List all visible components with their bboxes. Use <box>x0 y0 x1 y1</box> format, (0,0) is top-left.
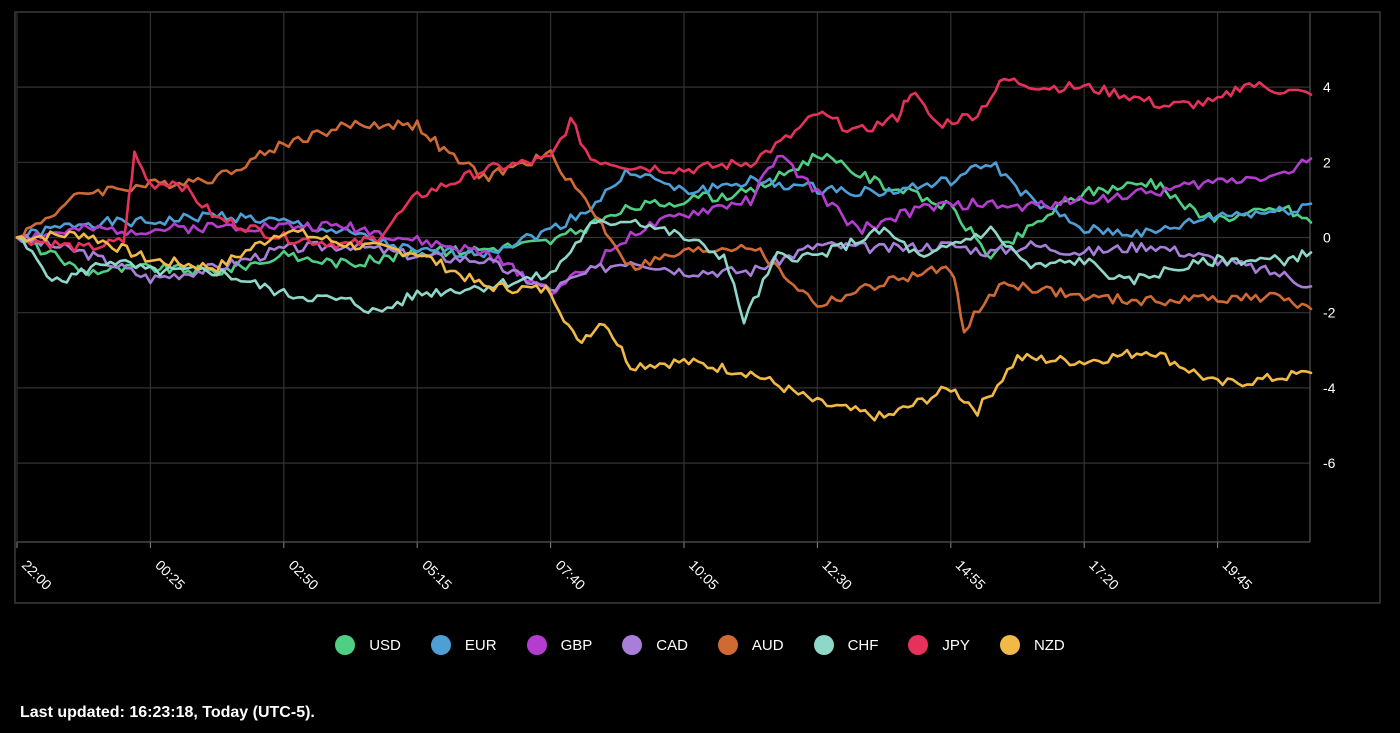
legend-item-jpy[interactable]: JPY <box>908 635 970 655</box>
series-line-aud <box>15 119 1313 334</box>
series-line-chf <box>15 218 1313 325</box>
x-tick-label: 00:25 <box>152 557 188 593</box>
legend-dot-usd <box>335 635 356 655</box>
x-tick-label: 19:45 <box>1219 557 1255 593</box>
legend-label: EUR <box>464 636 497 654</box>
legend-item-usd[interactable]: USD <box>335 635 401 655</box>
legend-dot-eur <box>430 635 451 655</box>
legend-item-gbp[interactable]: GBP <box>526 635 593 655</box>
legend-item-chf[interactable]: CHF <box>813 635 879 655</box>
chart-legend: USD EUR GBP CAD AUD CHF JPY NZD <box>0 635 1400 655</box>
legend-label: NZD <box>1033 636 1065 654</box>
legend-label: CHF <box>847 636 879 654</box>
series-line-jpy <box>15 77 1313 253</box>
x-tick-label: 12:30 <box>819 557 855 593</box>
last-updated-text: Last updated: 16:23:18, Today (UTC-5). <box>20 704 315 721</box>
legend-item-aud[interactable]: AUD <box>717 635 784 655</box>
y-tick-label: -4 <box>1323 380 1336 396</box>
legend-dot-gbp <box>526 635 547 655</box>
currency-strength-chart: 4 2 0 -2 -4 -6 22:00 00:25 02:50 05:15 07:40 10:05 1… <box>14 11 1381 604</box>
y-tick-label: 0 <box>1323 230 1331 246</box>
y-tick-label: -6 <box>1323 455 1336 471</box>
legend-label: CAD <box>656 636 688 654</box>
x-tick-label: 14:55 <box>953 557 989 593</box>
legend-item-eur[interactable]: EUR <box>430 635 497 655</box>
x-tick-label: 22:00 <box>19 557 55 593</box>
x-tick-label: 02:50 <box>286 557 322 593</box>
legend-dot-aud <box>717 635 738 655</box>
series-line-gbp <box>15 154 1313 296</box>
legend-label: AUD <box>751 636 784 654</box>
y-tick-label: -2 <box>1323 305 1336 321</box>
y-tick-label: 2 <box>1323 154 1331 170</box>
y-tick-label: 4 <box>1323 79 1331 95</box>
legend-item-nzd[interactable]: NZD <box>999 635 1065 655</box>
series-line-cad <box>15 233 1313 292</box>
series-line-usd <box>15 152 1313 277</box>
legend-label: GBP <box>560 636 593 654</box>
series-line-nzd <box>15 228 1313 422</box>
series-line-eur <box>15 161 1313 259</box>
legend-dot-cad <box>622 635 643 655</box>
chart-frame <box>14 11 1381 604</box>
legend-label: USD <box>369 636 401 654</box>
x-tick-label: 07:40 <box>552 557 588 593</box>
legend-label: JPY <box>942 636 970 654</box>
legend-item-cad[interactable]: CAD <box>622 635 688 655</box>
legend-dot-nzd <box>999 635 1020 655</box>
x-tick-label: 17:20 <box>1086 557 1122 593</box>
legend-dot-jpy <box>908 635 929 655</box>
x-tick-label: 05:15 <box>419 557 455 593</box>
x-tick-label: 10:05 <box>686 557 722 593</box>
legend-dot-chf <box>813 635 834 655</box>
